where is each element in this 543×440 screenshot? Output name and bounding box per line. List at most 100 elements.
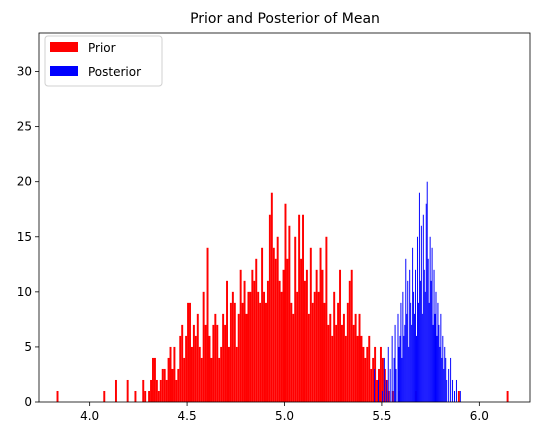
prior-bar-66 (263, 291, 266, 402)
prior-bar-23 (179, 335, 182, 402)
posterior-bar-35 (420, 225, 422, 402)
prior-bar-45 (222, 313, 225, 402)
prior-bar-130 (387, 390, 390, 402)
prior-bar-81 (292, 313, 295, 402)
prior-bars (56, 192, 509, 402)
posterior-bar-32 (417, 302, 419, 402)
posterior-bar-2 (381, 390, 383, 402)
posterior-bar-28 (414, 313, 416, 402)
prior-bar-107 (342, 313, 345, 402)
prior-bar-63 (257, 291, 260, 402)
prior-bar-109 (346, 302, 349, 402)
prior-bar-3 (126, 379, 129, 402)
posterior-bar-46 (431, 247, 433, 402)
posterior-bar-27 (413, 291, 415, 402)
prior-bar-58 (247, 291, 250, 402)
posterior-bar-63 (450, 357, 452, 402)
prior-bar-99 (327, 324, 330, 402)
posterior-bar-44 (429, 236, 431, 402)
prior-bar-22 (177, 368, 180, 402)
posterior-bar-6 (389, 368, 391, 402)
prior-bar-101 (331, 335, 334, 402)
prior-bar-75 (280, 291, 283, 402)
prior-bar-56 (243, 280, 246, 402)
prior-bar-93 (315, 269, 318, 402)
prior-bar-27 (187, 302, 190, 402)
prior-bar-26 (185, 335, 188, 402)
prior-bar-46 (224, 324, 227, 402)
prior-bar-6 (144, 390, 147, 402)
posterior-bar-42 (427, 258, 429, 402)
posterior-bar-66 (455, 379, 457, 402)
prior-bar-71 (272, 247, 275, 402)
legend-label-prior: Prior (88, 41, 116, 55)
x-tick-label-4: 6.0 (470, 409, 489, 423)
prior-bar-89 (307, 313, 310, 402)
posterior-bar-4 (385, 379, 387, 402)
y-tick-label-3: 15 (17, 230, 32, 244)
prior-bar-115 (358, 313, 361, 402)
prior-bar-90 (309, 247, 312, 402)
prior-bar-38 (208, 335, 211, 402)
posterior-bar-16 (402, 291, 404, 402)
prior-bar-110 (348, 280, 351, 402)
posterior-bar-67 (459, 390, 461, 402)
posterior-bar-50 (435, 291, 437, 402)
prior-bar-14 (161, 368, 164, 402)
prior-bar-124 (376, 379, 379, 402)
prior-bar-68 (266, 280, 269, 402)
prior-bar-72 (274, 258, 277, 402)
prior-bar-34 (200, 357, 203, 402)
prior-bar-33 (198, 346, 201, 402)
posterior-bar-17 (403, 335, 405, 402)
y-tick-label-2: 10 (17, 285, 32, 299)
prior-bar-61 (253, 280, 256, 402)
prior-bar-113 (354, 313, 357, 402)
posterior-bar-8 (393, 357, 395, 402)
posterior-bar-39 (424, 291, 426, 402)
prior-bar-96 (321, 269, 324, 402)
prior-bar-32 (196, 313, 199, 402)
prior-bar-77 (284, 203, 287, 402)
posterior-bar-25 (411, 324, 413, 402)
legend: Prior Posterior (44, 35, 163, 87)
prior-bar-91 (311, 302, 314, 402)
prior-bar-73 (276, 236, 279, 402)
prior-bar-84 (298, 214, 301, 402)
prior-bar-47 (226, 280, 228, 402)
prior-bar-69 (268, 214, 271, 402)
posterior-bar-10 (395, 368, 397, 402)
prior-bar-57 (245, 313, 248, 402)
posterior-bar-65 (454, 390, 455, 402)
posterior-bar-7 (391, 335, 393, 402)
posterior-bar-61 (446, 379, 448, 402)
prior-bar-105 (339, 269, 342, 402)
prior-bar-112 (352, 324, 355, 402)
posterior-bar-52 (437, 302, 439, 402)
posterior-bar-59 (444, 346, 446, 402)
legend-label-posterior: Posterior (88, 65, 141, 79)
posterior-bar-49 (434, 313, 436, 402)
prior-bar-86 (302, 214, 304, 402)
prior-bar-88 (305, 269, 308, 402)
prior-bar-104 (337, 302, 340, 402)
prior-bar-35 (202, 291, 205, 402)
prior-bar-87 (303, 280, 306, 402)
prior-bar-53 (237, 313, 240, 402)
posterior-bar-23 (409, 269, 411, 402)
prior-bar-94 (317, 291, 320, 402)
prior-bar-44 (220, 346, 223, 402)
prior-bar-120 (368, 335, 371, 402)
prior-bar-131 (391, 390, 394, 402)
posterior-bar-18 (404, 324, 406, 402)
posterior-bar-19 (405, 258, 407, 402)
prior-bar-128 (383, 368, 386, 402)
posterior-bar-36 (421, 313, 423, 402)
prior-bar-51 (233, 302, 236, 402)
prior-bar-129 (385, 379, 388, 402)
prior-bar-92 (313, 291, 316, 402)
prior-bar-121 (370, 368, 373, 402)
posterior-bar-41 (426, 181, 428, 402)
